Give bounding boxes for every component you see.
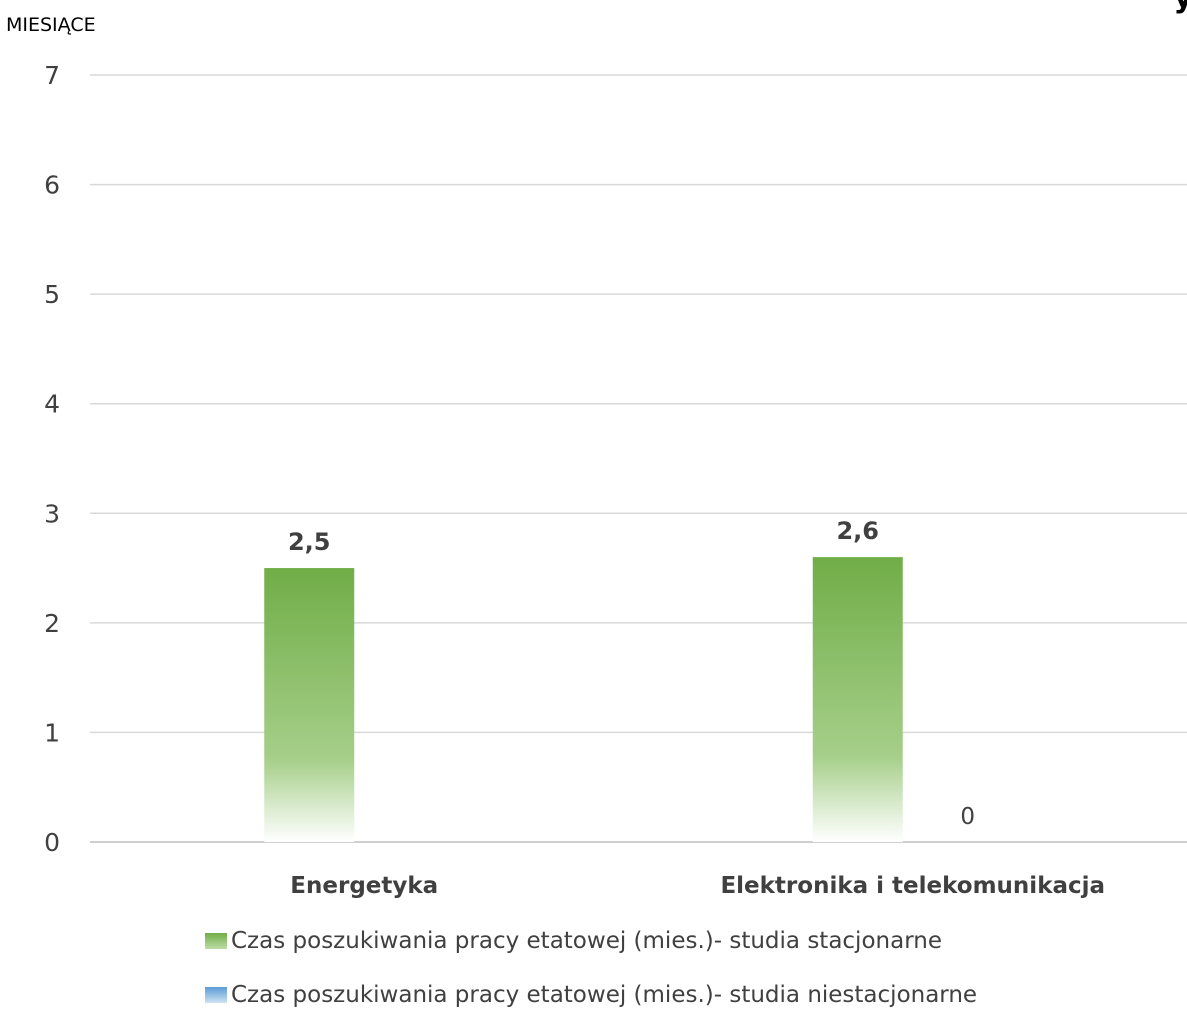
- legend-swatch-green: [205, 933, 227, 949]
- y-tick-label: 4: [44, 390, 60, 419]
- y-tick-label: 7: [44, 61, 60, 90]
- y-tick-label: 5: [44, 280, 60, 309]
- legend-label-stacjonarne: Czas poszukiwania pracy etatowej (mies.)…: [231, 928, 942, 954]
- y-tick-label: 1: [44, 718, 60, 747]
- legend-swatch-blue: [205, 987, 227, 1003]
- data-label: 2,6: [836, 517, 879, 545]
- y-tick-label: 6: [44, 171, 60, 200]
- legend-item-niestacjonarne: Czas poszukiwania pracy etatowej (mies.)…: [205, 982, 977, 1008]
- x-tick-label: Energetyka: [290, 873, 438, 899]
- y-tick-label: 0: [44, 828, 60, 857]
- legend-item-stacjonarne: Czas poszukiwania pracy etatowej (mies.)…: [205, 928, 942, 954]
- y-axis-label: MIESIĄCE: [6, 14, 96, 36]
- legend-label-niestacjonarne: Czas poszukiwania pracy etatowej (mies.)…: [231, 982, 978, 1008]
- y-tick-label: 2: [44, 609, 60, 638]
- chart-title-fragment: y: [1173, 0, 1187, 15]
- x-tick-label: Elektronika i telekomunikacja: [720, 873, 1105, 899]
- data-label: 2,5: [288, 528, 331, 556]
- data-label: 0: [960, 804, 975, 830]
- bar: [812, 557, 903, 842]
- y-tick-label: 3: [44, 499, 60, 528]
- bar: [264, 568, 355, 842]
